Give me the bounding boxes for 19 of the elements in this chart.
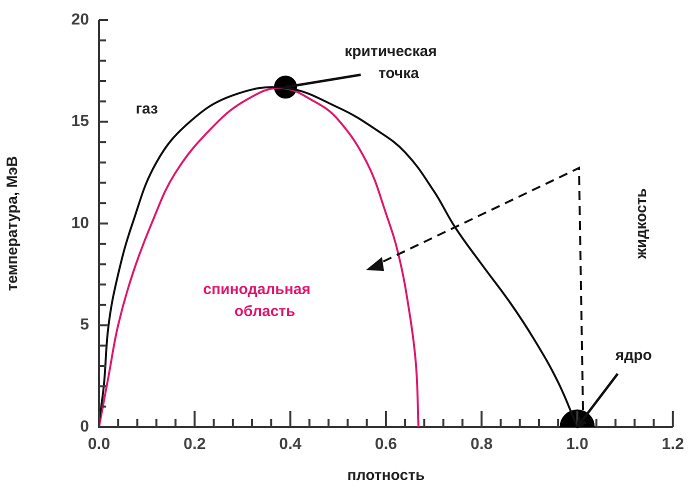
x-tick-label: 0.4 (279, 436, 302, 454)
annotation: жидкость (632, 188, 650, 260)
x-tick-label: 0.8 (470, 436, 493, 454)
x-tick-label: 1.0 (566, 436, 588, 454)
x-tick-label: 0.6 (374, 436, 398, 454)
y-tick-label: 5 (80, 316, 90, 334)
x-axis-title: плотность (347, 467, 425, 484)
y-tick-label: 20 (71, 11, 90, 28)
annotation: ядро (615, 346, 652, 364)
x-tick-label: 0.2 (184, 436, 206, 454)
x-tick-label: 0.0 (88, 436, 110, 454)
y-tick-label: 0 (80, 418, 90, 436)
annotation: спинодальная область (203, 280, 311, 320)
x-tick-label: 1.2 (662, 436, 684, 454)
annotation: критическая точка (344, 42, 437, 82)
annotation: газ (136, 100, 158, 118)
y-tick-label: 15 (71, 113, 90, 130)
y-tick-label: 10 (71, 214, 90, 232)
y-axis-title: температура, МэВ (4, 156, 22, 291)
